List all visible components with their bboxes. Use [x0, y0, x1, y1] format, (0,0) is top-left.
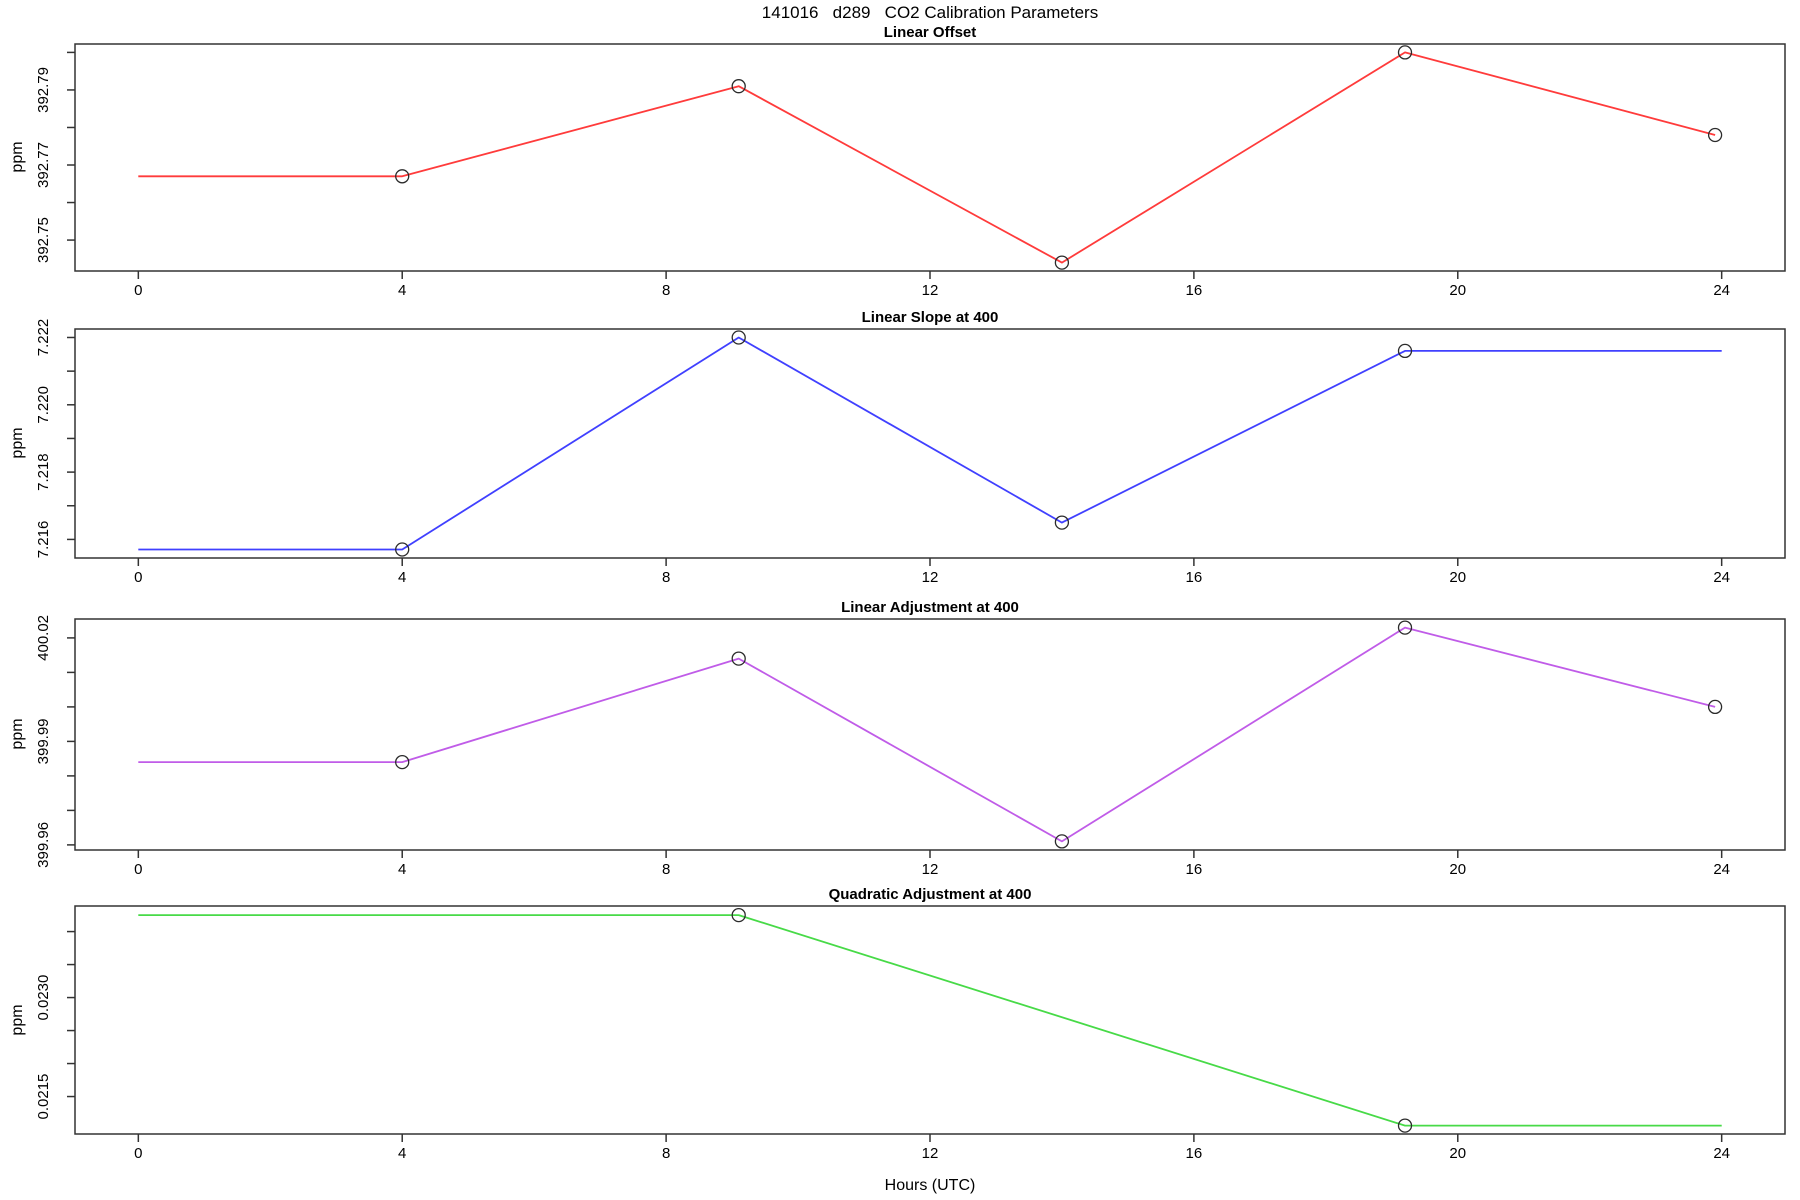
x-tick-label: 12 — [922, 569, 939, 586]
x-tick-label: 24 — [1713, 569, 1730, 586]
y-axis-label-ppm: ppm — [9, 718, 26, 749]
x-tick-label: 0 — [134, 282, 142, 299]
plot-border — [74, 618, 1786, 851]
panel-linear-slope: Linear Slope at 400 ppm 0 4 8 12 16 20 24 7.216… — [9, 309, 1786, 586]
data-point-marker — [731, 330, 746, 345]
x-tick-label: 24 — [1713, 1145, 1730, 1162]
x-tick-label: 4 — [398, 282, 406, 299]
panel-linear-adjustment: Linear Adjustment at 400 ppm 0 4 8 12 16 20 24… — [9, 599, 1786, 878]
x-tick-label: 20 — [1449, 861, 1466, 878]
linear-adjustment-plot: 0 4 8 12 16 20 24 399.96 399.99 400.02 — [35, 615, 1786, 878]
data-point-marker — [1397, 620, 1413, 635]
quadratic-adjustment-plot: 0 4 8 12 16 20 24 0.0215 0.0230 — [35, 905, 1786, 1162]
y-axis-label-ppm: ppm — [9, 141, 26, 172]
data-point-marker — [1397, 45, 1413, 60]
plot-border — [74, 905, 1786, 1135]
x-tick-label: 12 — [922, 282, 939, 299]
x-tick-label: 24 — [1713, 861, 1730, 878]
y-tick-label: 392.77 — [35, 142, 52, 188]
y-tick-label: 7.216 — [35, 521, 52, 559]
y-tick-label: 0.0215 — [35, 1074, 52, 1120]
x-tick-label: 0 — [134, 861, 142, 878]
x-tick-label: 20 — [1449, 569, 1466, 586]
series-line — [138, 336, 1722, 551]
x-tick-label: 12 — [922, 861, 939, 878]
plot-border — [74, 43, 1786, 272]
series-line — [138, 914, 1722, 1127]
x-tick-label: 16 — [1186, 1145, 1203, 1162]
linear-slope-plot: 0 4 8 12 16 20 24 7.216 7.218 7.220 7.222 — [35, 319, 1786, 586]
x-tick-label: 16 — [1186, 861, 1203, 878]
panel-linear-offset: Linear Offset ppm 0 4 8 12 16 20 24 392.75 392.7… — [9, 24, 1786, 299]
y-axis-label-ppm: ppm — [9, 1004, 26, 1035]
x-tick-label: 12 — [922, 1145, 939, 1162]
y-axis-label-ppm: ppm — [9, 427, 26, 458]
x-axis-label: Hours (UTC) — [885, 1177, 976, 1194]
x-tick-label: 8 — [662, 569, 670, 586]
y-tick-label: 7.220 — [35, 386, 52, 424]
x-tick-label: 4 — [398, 569, 406, 586]
x-tick-label: 4 — [398, 861, 406, 878]
x-tick-label: 0 — [134, 569, 142, 586]
x-tick-label: 24 — [1713, 282, 1730, 299]
x-tick-label: 4 — [398, 1145, 406, 1162]
plot-border — [74, 328, 1786, 559]
data-point-marker — [731, 79, 746, 94]
data-point-marker — [731, 651, 746, 666]
y-tick-label: 400.02 — [35, 615, 52, 661]
panel-title-linear-offset: Linear Offset — [884, 24, 977, 41]
data-point-marker — [395, 169, 410, 184]
y-tick-label: 399.96 — [35, 822, 52, 868]
data-point-marker — [395, 754, 410, 770]
linear-offset-plot: 0 4 8 12 16 20 24 392.75 392.77 392.79 — [35, 43, 1786, 299]
series-line — [138, 51, 1716, 264]
panel-title-linear-adjustment: Linear Adjustment at 400 — [841, 599, 1019, 616]
data-point-marker — [1054, 834, 1070, 849]
x-tick-label: 16 — [1186, 569, 1203, 586]
data-point-marker — [395, 542, 410, 557]
x-tick-label: 20 — [1449, 282, 1466, 299]
panel-quadratic-adjustment: Quadratic Adjustment at 400 ppm 0 4 8 12 16 2… — [9, 886, 1786, 1162]
data-point-marker — [1397, 343, 1413, 359]
y-tick-label: 7.222 — [35, 319, 52, 357]
data-point-marker — [1707, 127, 1723, 143]
x-tick-label: 8 — [662, 282, 670, 299]
data-point-marker — [1707, 699, 1723, 715]
y-tick-label: 392.79 — [35, 67, 52, 113]
x-tick-label: 20 — [1449, 1145, 1466, 1162]
x-tick-label: 16 — [1186, 282, 1203, 299]
x-tick-label: 8 — [662, 861, 670, 878]
y-tick-label: 392.75 — [35, 217, 52, 263]
y-tick-label: 399.99 — [35, 718, 52, 764]
data-point-marker — [1397, 1118, 1413, 1133]
data-point-marker — [1054, 515, 1070, 530]
main-title: 141016 d289 CO2 Calibration Parameters — [762, 3, 1098, 22]
panel-title-linear-slope: Linear Slope at 400 — [862, 309, 999, 326]
x-tick-label: 8 — [662, 1145, 670, 1162]
x-tick-label: 0 — [134, 1145, 142, 1162]
data-point-marker — [731, 907, 746, 923]
y-tick-label: 0.0230 — [35, 975, 52, 1021]
data-point-marker — [1054, 255, 1070, 270]
series-line — [138, 626, 1716, 843]
y-tick-label: 7.218 — [35, 453, 52, 491]
panel-title-quadratic-adjustment: Quadratic Adjustment at 400 — [829, 886, 1032, 903]
